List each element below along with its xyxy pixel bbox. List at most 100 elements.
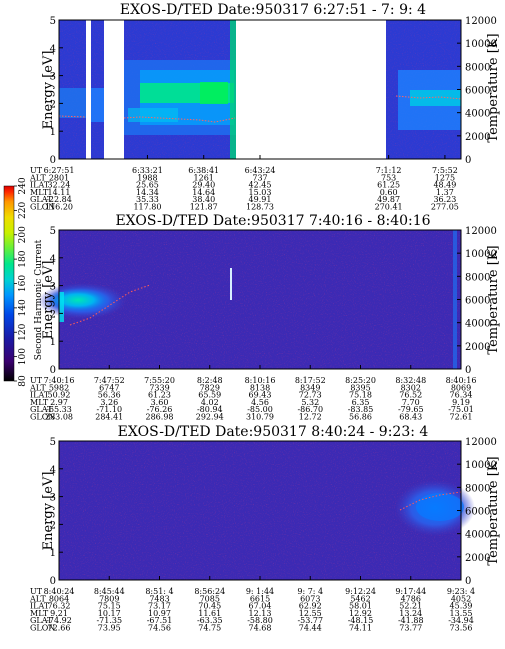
orbit-table-cell: 58.01	[349, 602, 372, 611]
orbit-table-cell: 69.43	[249, 391, 272, 400]
orbit-table-cell: 9.19	[452, 398, 470, 407]
orbit-table-cell: 8069	[451, 383, 471, 392]
orbit-table-cell: 15.03	[249, 188, 272, 197]
orbit-table-cell: 67.04	[249, 602, 272, 611]
orbit-table-cell: 10.17	[98, 609, 121, 618]
panel-2-title: EXOS-D/TED Date:950317 7:40:16 - 8:40:16	[115, 213, 430, 229]
panel-3-y-ticks: 0 1 2 3 4 5	[50, 437, 63, 587]
y-tick-label: 2	[50, 99, 56, 110]
y2-tick-label: 2000	[465, 132, 490, 143]
p2-data-edge	[59, 292, 64, 322]
orbit-table-cell: 7483	[149, 594, 169, 603]
y2-tick-label: 0	[465, 155, 471, 166]
p2-data-noise	[59, 230, 461, 369]
orbit-row-label: ALT	[29, 173, 46, 182]
y2-tick-label: 6000	[465, 507, 490, 518]
orbit-table-cell: 116.20	[45, 203, 73, 212]
orbit-table-cell: 50.92	[48, 391, 71, 400]
panel-3-y2-ticks: 0 2000 4000 6000 8000 10000 12000	[457, 437, 497, 587]
panel-1-ylabel: Energy [eV]	[41, 51, 56, 130]
orbit-table-cell: 6:27:51	[44, 166, 75, 175]
orbit-table-cell: 6:43:24	[245, 166, 276, 175]
orbit-table-cell: 76.52	[399, 391, 422, 400]
orbit-table-cell: 10.97	[148, 609, 171, 618]
orbit-table-cell: 8:2:48	[197, 376, 223, 385]
colorbar-tick-label: 240	[18, 177, 28, 194]
orbit-row-label: UT	[30, 166, 43, 175]
orbit-table-cell: 286.98	[146, 413, 174, 422]
panel-3-spectrogram	[59, 441, 475, 580]
orbit-table-cell: 8064	[49, 594, 69, 603]
orbit-table-cell: 1275	[435, 173, 455, 182]
p1-temperature-trace	[123, 116, 236, 123]
y2-tick-label: 8000	[465, 483, 490, 494]
orbit-table-cell: 6615	[250, 594, 270, 603]
p1-temperature-trace	[395, 95, 462, 100]
colorbar-gradient	[3, 185, 15, 382]
orbit-table-cell: -86.70	[297, 405, 323, 414]
orbit-table-cell: 29.40	[192, 181, 215, 190]
orbit-table-cell: 48.49	[433, 181, 456, 190]
y2-tick-label: 12000	[465, 226, 497, 237]
orbit-table-cell: 12.92	[349, 609, 372, 618]
orbit-table-cell: 4052	[451, 594, 471, 603]
p1-data-band	[91, 88, 104, 122]
orbit-table-cell: 76.34	[450, 391, 473, 400]
orbit-table-cell: 8395	[350, 383, 370, 392]
orbit-table-cell: 6:33:21	[132, 166, 163, 175]
orbit-row-label: GLON	[30, 203, 55, 212]
orbit-table-cell: 270.41	[375, 203, 403, 212]
orbit-table-cell: 8:32:48	[395, 376, 426, 385]
panel-2-spectrogram	[38, 230, 461, 369]
orbit-table-cell: 7:40:16	[44, 376, 75, 385]
orbit-table-cell: 4.56	[251, 398, 269, 407]
colorbar-tick-label: 80	[18, 375, 28, 387]
orbit-table-cell: 74.44	[299, 624, 322, 633]
orbit-table-cell: 11.61	[198, 609, 221, 618]
orbit-table-cell: 1.37	[436, 188, 454, 197]
orbit-table-cell: 0.60	[380, 188, 398, 197]
orbit-table-cell: 73.56	[450, 624, 473, 633]
orbit-table-cell: 36.23	[433, 195, 456, 204]
orbit-row-label: ILAT	[30, 391, 50, 400]
orbit-table-cell: 9:17:44	[395, 587, 426, 596]
orbit-table-cell: 74.68	[249, 624, 272, 633]
y2-tick-label: 8000	[465, 272, 490, 283]
orbit-table-cell: 68.43	[399, 413, 422, 422]
orbit-table-cell: -48.15	[348, 616, 374, 625]
orbit-table-cell: -41.88	[398, 616, 424, 625]
colorbar-tick-label: 220	[18, 202, 28, 219]
orbit-table-cell: 6747	[99, 383, 119, 392]
y-tick-label: 3	[50, 72, 56, 83]
panel-1-y-ticks: 0 1 2 3 4 5	[50, 16, 63, 166]
orbit-row-label: GLAT	[30, 405, 53, 414]
orbit-table-cell: 1988	[137, 173, 157, 182]
colorbar-tick-label: 200	[18, 226, 28, 243]
y2-tick-label: 6000	[465, 86, 490, 97]
y-tick-label: 1	[50, 127, 56, 138]
colorbar-tick-label: 100	[18, 348, 28, 365]
y-tick-label: 1	[50, 337, 56, 348]
orbit-table-cell: 5982	[49, 383, 69, 392]
orbit-table-cell: 8:51: 4	[145, 587, 173, 596]
panel-1-title: EXOS-D/TED Date:950317 6:27:51 - 7: 9: 4	[120, 2, 426, 18]
orbit-table-cell: 70.45	[198, 602, 221, 611]
orbit-table-cell: 8:10:16	[245, 376, 276, 385]
orbit-table-cell: 7:55:20	[144, 376, 175, 385]
orbit-table-cell: 9:23: 4	[447, 587, 475, 596]
orbit-table-cell: 284.41	[95, 413, 123, 422]
orbit-table-cell: 73.17	[148, 602, 171, 611]
orbit-table-cell: 9.21	[50, 609, 68, 618]
orbit-table-cell: 62.92	[299, 602, 322, 611]
y2-tick-label: 12000	[465, 437, 497, 448]
orbit-table-cell: -76.26	[147, 405, 173, 414]
orbit-table-cell: 8:17:52	[295, 376, 326, 385]
y-tick-label: 2	[50, 309, 56, 320]
p1-data-band-green	[200, 82, 228, 104]
orbit-table-cell: 7829	[200, 383, 220, 392]
orbit-table-cell: 56.36	[98, 391, 121, 400]
y-tick-label: 3	[50, 493, 56, 504]
orbit-table-cell: 56.86	[349, 413, 372, 422]
colorbar-tick-label: 160	[18, 275, 28, 292]
